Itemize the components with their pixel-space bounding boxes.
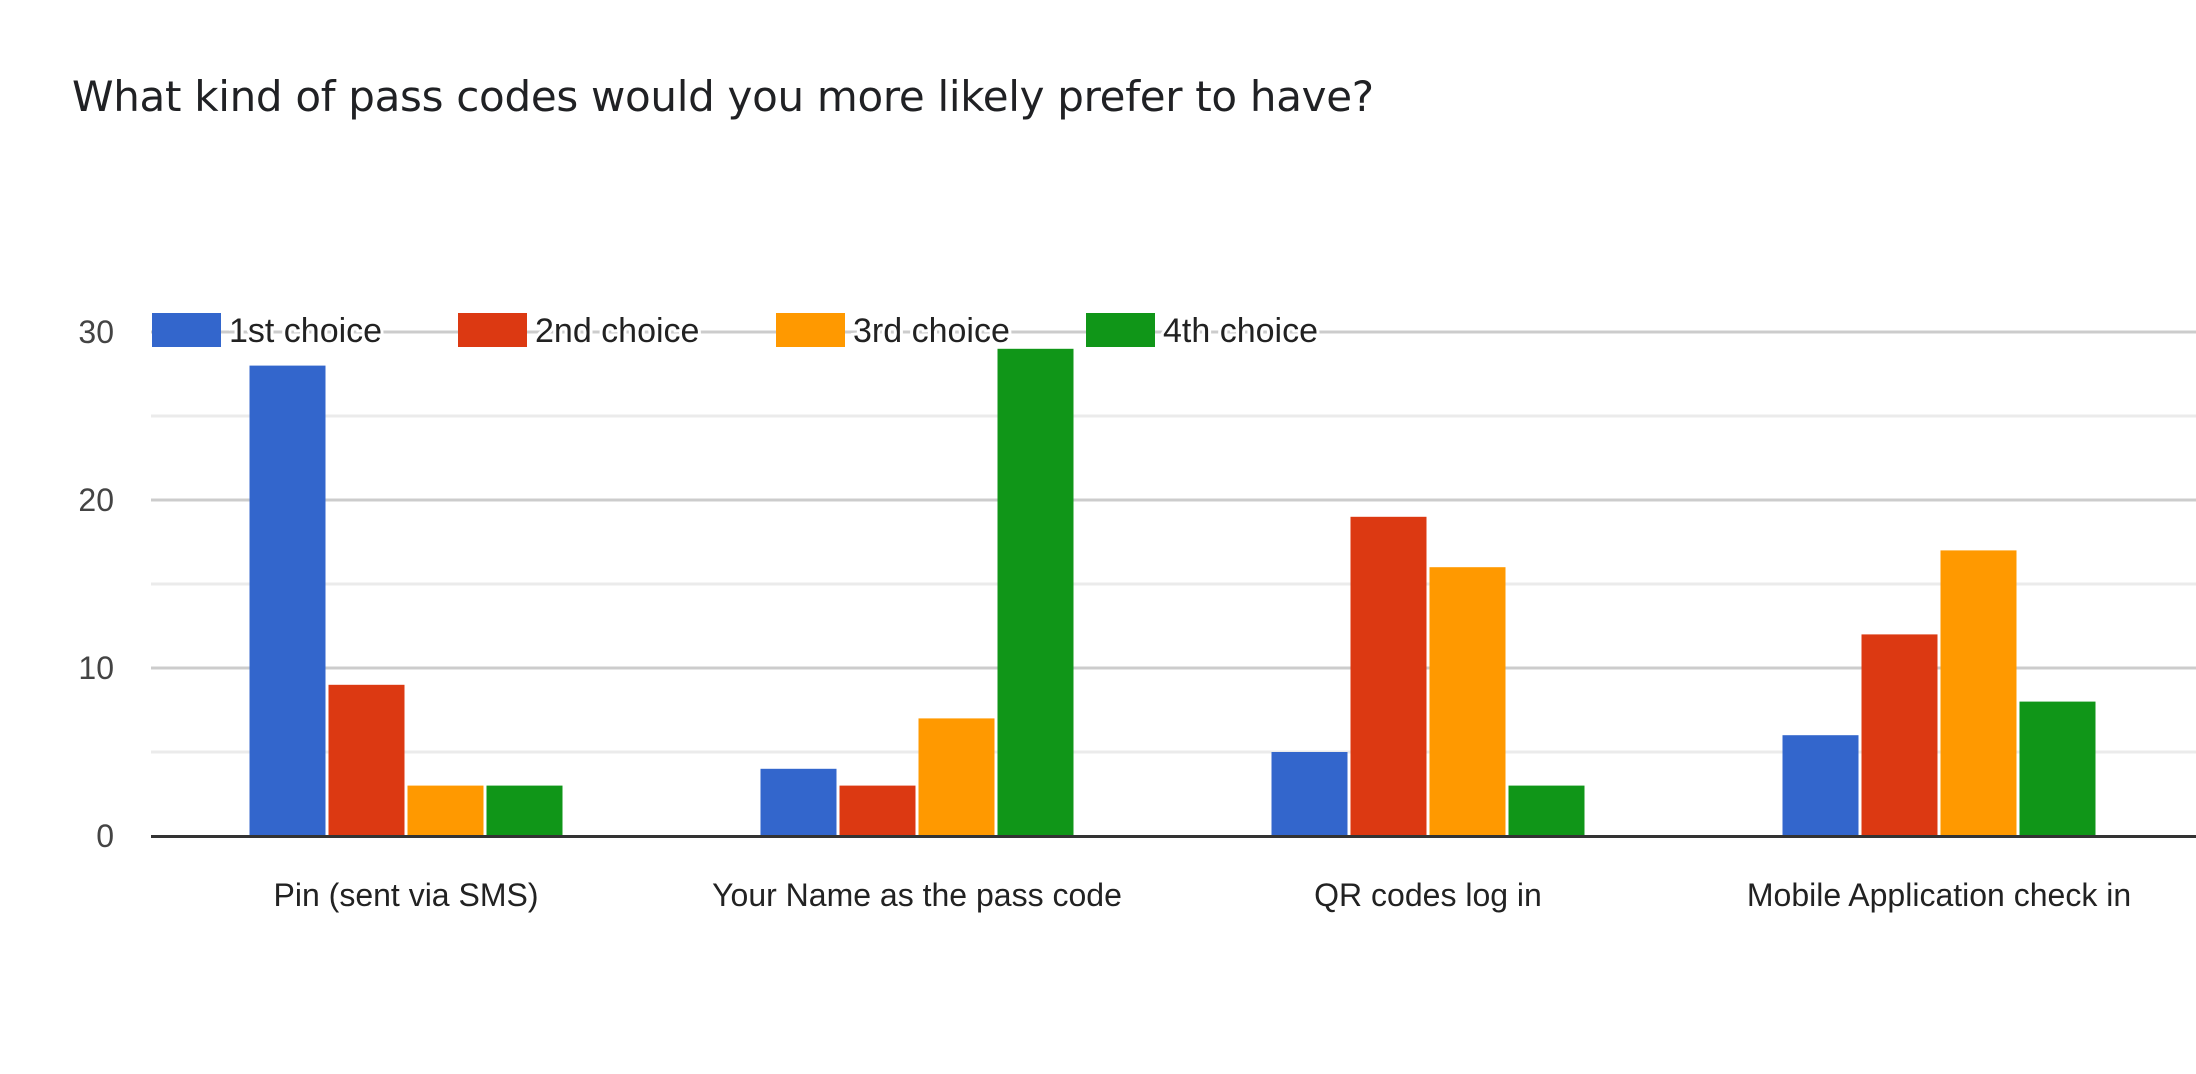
x-tick-label: Mobile Application check in bbox=[1747, 877, 2131, 913]
minor-gridline bbox=[151, 750, 2196, 754]
bar-4-choice bbox=[2019, 701, 2096, 836]
y-tick-label: 0 bbox=[96, 818, 114, 854]
bar-2-choice bbox=[1350, 516, 1427, 836]
bar-4-choice bbox=[1508, 785, 1585, 836]
gridlines bbox=[151, 330, 2196, 754]
y-tick-label: 10 bbox=[78, 650, 114, 686]
x-axis-baseline bbox=[151, 835, 2196, 838]
bar-2-choice bbox=[839, 785, 916, 836]
bar-1-choice bbox=[1271, 752, 1348, 836]
x-axis-line bbox=[151, 835, 2196, 838]
bar-4-choice bbox=[486, 785, 563, 836]
bar-3-choice bbox=[918, 718, 995, 836]
y-tick-label: 30 bbox=[78, 314, 114, 350]
legend-item-1[interactable]: 1st choice bbox=[152, 309, 385, 353]
bars bbox=[249, 348, 2096, 836]
bar-3-choice bbox=[1940, 550, 2017, 836]
legend-label: 3rd choice bbox=[853, 312, 1010, 350]
major-gridline bbox=[151, 330, 2196, 334]
bar-1-choice bbox=[249, 365, 326, 836]
bar-1-choice bbox=[1782, 735, 1859, 836]
x-tick-label: Your Name as the pass code bbox=[712, 877, 1122, 913]
major-gridline bbox=[151, 498, 2196, 502]
minor-gridline bbox=[151, 582, 2196, 586]
legend-item-3[interactable]: 3rd choice bbox=[776, 309, 1013, 353]
x-tick-label: QR codes log in bbox=[1314, 877, 1542, 913]
legend: 1st choice 2nd choice 3rd choice 4th choice bbox=[152, 309, 1321, 353]
legend-swatch-icon bbox=[152, 313, 221, 347]
legend-item-2[interactable]: 2nd choice bbox=[458, 309, 702, 353]
bar-4-choice bbox=[997, 348, 1074, 836]
legend-label: 2nd choice bbox=[535, 312, 699, 350]
legend-label: 1st choice bbox=[229, 312, 382, 350]
legend-swatch-icon bbox=[458, 313, 527, 347]
minor-gridline bbox=[151, 414, 2196, 418]
bar-3-choice bbox=[407, 785, 484, 836]
chart-title: What kind of pass codes would you more l… bbox=[72, 72, 1374, 121]
legend-item-4[interactable]: 4th choice bbox=[1086, 309, 1321, 353]
legend-swatch-icon bbox=[1086, 313, 1155, 347]
bar-1-choice bbox=[760, 768, 837, 836]
legend-label: 4th choice bbox=[1163, 312, 1318, 350]
major-gridline bbox=[151, 666, 2196, 670]
legend-swatch-icon bbox=[776, 313, 845, 347]
bar-3-choice bbox=[1429, 567, 1506, 836]
x-axis-labels: Pin (sent via SMS) Your Name as the pass … bbox=[274, 877, 2132, 913]
bar-2-choice bbox=[328, 684, 405, 836]
y-axis-labels: 0 10 20 30 bbox=[78, 314, 114, 854]
bar-2-choice bbox=[1861, 634, 1938, 836]
y-tick-label: 20 bbox=[78, 482, 114, 518]
x-tick-label: Pin (sent via SMS) bbox=[274, 877, 539, 913]
